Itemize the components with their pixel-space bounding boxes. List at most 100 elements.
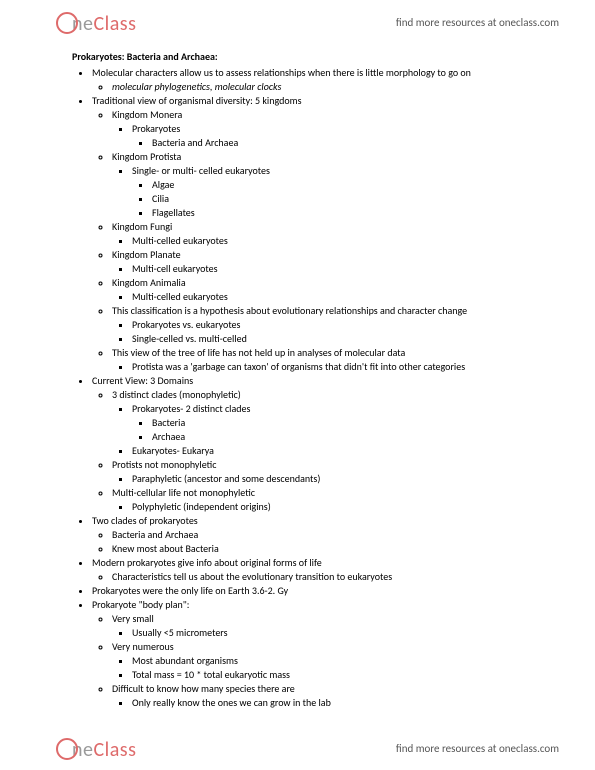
text: Flagellates <box>152 206 195 219</box>
list-item: This classification is a hypothesis abou… <box>112 304 555 346</box>
list-item: Bacteria and Archaea <box>152 136 555 150</box>
text: Traditional view of organismal diversity… <box>92 94 302 107</box>
text: Prokaryotes were the only life on Earth … <box>92 584 288 597</box>
list-item: Current View: 3 Domains 3 distinct clade… <box>92 374 555 514</box>
footer-resources-link[interactable]: find more resources at oneclass.com <box>396 742 559 755</box>
brand-logo: ne Class <box>56 8 136 36</box>
text: Bacteria and Archaea <box>152 136 238 149</box>
list-item: Protists not monophyletic Paraphyletic (… <box>112 458 555 486</box>
list-item: Prokaryotes- 2 distinct clades Bacteria … <box>132 402 555 444</box>
list-item: Prokaryote "body plan": Very small Usual… <box>92 598 555 710</box>
text: Bacteria and Archaea <box>112 528 198 541</box>
list-item: Bacteria <box>152 416 555 430</box>
text: Protists not monophyletic <box>112 458 216 471</box>
text: Total mass = 10 * total eukaryotic mass <box>132 668 290 681</box>
text: 3 distinct clades (monophyletic) <box>112 388 241 401</box>
doc-title: Prokaryotes: Bacteria and Archaea: <box>72 50 555 64</box>
list-item: Very small Usually <5 micrometers <box>112 612 555 640</box>
list-item: Knew most about Bacteria <box>112 542 555 556</box>
list-item: Paraphyletic (ancestor and some descenda… <box>132 472 555 486</box>
list-item: Prokaryotes vs. eukaryotes <box>132 318 555 332</box>
text: Kingdom Protista <box>112 150 181 163</box>
text: Most abundant organisms <box>132 654 238 667</box>
text: Very small <box>112 612 154 625</box>
list-item: Usually <5 micrometers <box>132 626 555 640</box>
list-item: Eukaryotes- Eukarya <box>132 444 555 458</box>
text: This classification is a hypothesis abou… <box>112 304 467 317</box>
list-item: Flagellates <box>152 206 555 220</box>
list-item: Multi-cell eukaryotes <box>132 262 555 276</box>
list-item: Kingdom Planate Multi-cell eukaryotes <box>112 248 555 276</box>
text: Kingdom Planate <box>112 248 181 261</box>
list-item: Bacteria and Archaea <box>112 528 555 542</box>
list-item: Prokaryotes Bacteria and Archaea <box>132 122 555 150</box>
outline-root: Molecular characters allow us to assess … <box>72 66 555 710</box>
text: Very numerous <box>112 640 174 653</box>
list-item: Kingdom Monera Prokaryotes Bacteria and … <box>112 108 555 150</box>
text: Single- or multi- celled eukaryotes <box>132 164 270 177</box>
text: Two clades of prokaryotes <box>92 514 198 527</box>
list-item: Only really know the ones we can grow in… <box>132 696 555 710</box>
text: Cilia <box>152 192 169 205</box>
list-item: Two clades of prokaryotes Bacteria and A… <box>92 514 555 556</box>
list-item: Most abundant organisms <box>132 654 555 668</box>
brand-logo-circle-icon <box>56 738 78 760</box>
text: Multi-celled eukaryotes <box>132 234 228 247</box>
list-item: Archaea <box>152 430 555 444</box>
text: Multi-cellular life not monophyletic <box>112 486 255 499</box>
list-item: Kingdom Animalia Multi-celled eukaryotes <box>112 276 555 304</box>
list-item: Traditional view of organismal diversity… <box>92 94 555 374</box>
text: Multi-cell eukaryotes <box>132 262 218 275</box>
text: Current View: 3 Domains <box>92 374 193 387</box>
text: Molecular characters allow us to assess … <box>92 66 471 79</box>
list-item: Multi-celled eukaryotes <box>132 234 555 248</box>
brand-logo: ne Class <box>56 734 136 762</box>
list-item: Cilia <box>152 192 555 206</box>
list-item: Kingdom Fungi Multi-celled eukaryotes <box>112 220 555 248</box>
text: Only really know the ones we can grow in… <box>132 696 331 709</box>
list-item: This view of the tree of life has not he… <box>112 346 555 374</box>
page-footer: ne Class find more resources at oneclass… <box>0 726 595 770</box>
list-item: Multi-celled eukaryotes <box>132 290 555 304</box>
brand-text-2: Class <box>93 738 136 762</box>
brand-text-2: Class <box>93 12 136 36</box>
document-body: Prokaryotes: Bacteria and Archaea: Molec… <box>72 50 555 710</box>
text: Polyphyletic (independent origins) <box>132 500 271 513</box>
text: Prokaryotes <box>132 122 180 135</box>
page-header: ne Class find more resources at oneclass… <box>0 0 595 44</box>
list-item: Difficult to know how many species there… <box>112 682 555 710</box>
list-item: Single- or multi- celled eukaryotes Alga… <box>132 164 555 220</box>
text: Prokaryote "body plan": <box>92 598 189 611</box>
text: Kingdom Fungi <box>112 220 172 233</box>
text: Prokaryotes- 2 distinct clades <box>132 402 250 415</box>
text: Multi-celled eukaryotes <box>132 290 228 303</box>
text: Usually <5 micrometers <box>132 626 228 639</box>
list-item: Multi-cellular life not monophyletic Pol… <box>112 486 555 514</box>
header-resources-link[interactable]: find more resources at oneclass.com <box>396 16 559 29</box>
text: Knew most about Bacteria <box>112 542 219 555</box>
text: Characteristics tell us about the evolut… <box>112 570 392 583</box>
list-item: Protista was a 'garbage can taxon' of or… <box>132 360 555 374</box>
list-item: Kingdom Protista Single- or multi- celle… <box>112 150 555 220</box>
text: Protista was a 'garbage can taxon' of or… <box>132 360 465 373</box>
text: Archaea <box>152 430 185 443</box>
text: Single-celled vs. multi-celled <box>132 332 247 345</box>
text: Difficult to know how many species there… <box>112 682 295 695</box>
list-item: Molecular characters allow us to assess … <box>92 66 555 94</box>
list-item: Algae <box>152 178 555 192</box>
list-item: Polyphyletic (independent origins) <box>132 500 555 514</box>
text: Eukaryotes- Eukarya <box>132 444 214 457</box>
list-item: Total mass = 10 * total eukaryotic mass <box>132 668 555 682</box>
list-item: Modern prokaryotes give info about origi… <box>92 556 555 584</box>
text: Kingdom Animalia <box>112 276 186 289</box>
brand-logo-circle-icon <box>56 12 78 34</box>
text: Prokaryotes vs. eukaryotes <box>132 318 240 331</box>
list-item: Characteristics tell us about the evolut… <box>112 570 555 584</box>
text: Paraphyletic (ancestor and some descenda… <box>132 472 320 485</box>
text: molecular phylogenetics, molecular clock… <box>112 80 281 93</box>
text: Algae <box>152 178 174 191</box>
list-item: Prokaryotes were the only life on Earth … <box>92 584 555 598</box>
list-item: molecular phylogenetics, molecular clock… <box>112 80 555 94</box>
text: Bacteria <box>152 416 185 429</box>
text: Modern prokaryotes give info about origi… <box>92 556 322 569</box>
